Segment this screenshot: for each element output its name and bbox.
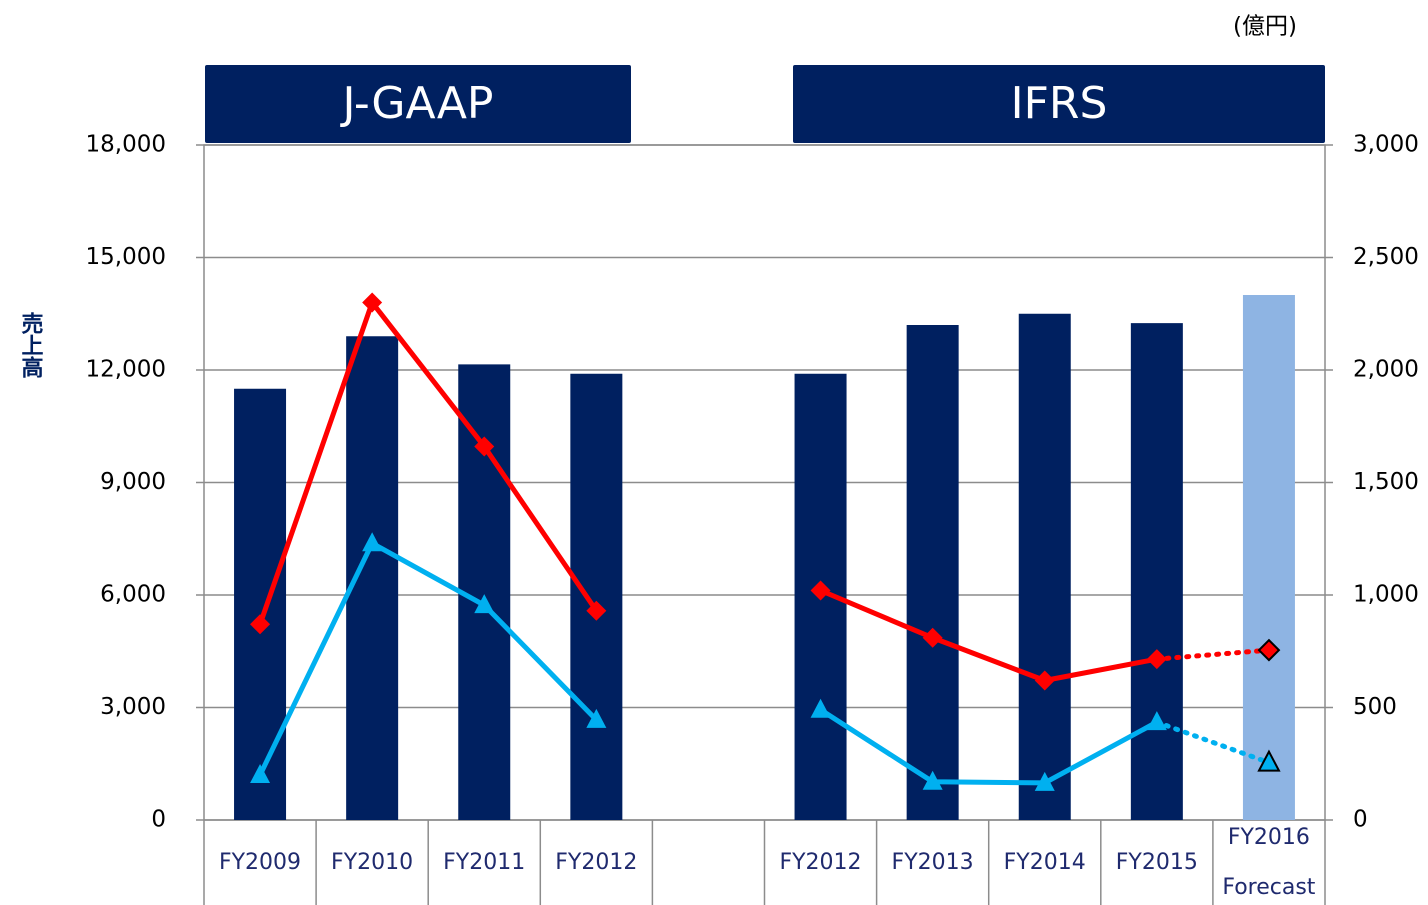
header-box [205,65,631,143]
triangle-marker [586,708,607,728]
triangle-marker [1034,771,1055,791]
y2-tick-label: 500 [1353,694,1397,720]
y-tick-label: 3,000 [100,694,166,720]
triangle-marker [1257,749,1281,772]
x-tick-label: FY2014 [1003,849,1086,875]
forecast-line [1154,719,1272,766]
y2-tick-label: 2,000 [1353,357,1419,383]
y-tick-label: 6,000 [100,582,166,608]
bar [458,364,511,820]
forecast-line [1154,647,1272,662]
x-tick-label: FY2012 [555,849,638,875]
bar [1130,323,1183,820]
triangle-marker [362,532,383,552]
line [257,539,599,777]
bar [1242,295,1295,820]
diamond-marker [1034,670,1055,691]
x-tick-label: FY2013 [891,849,974,875]
diamond-marker [586,600,607,621]
y-tick-label: 0 [151,807,166,833]
y-tick-label: 12,000 [86,357,166,383]
diamond-marker [1146,649,1167,670]
y2-tick-label: 3,000 [1353,132,1419,158]
header-box [793,65,1325,143]
diamond-marker [810,580,831,601]
triangle-marker [922,770,943,790]
y2-tick-label: 1,000 [1353,582,1419,608]
x-tick-label: FY2010 [331,849,414,875]
x-tick-label: FY2012 [779,849,862,875]
triangle-marker [810,698,831,718]
header-label: J-GAAP [340,78,494,129]
x-tick-label: FY2009 [218,849,302,875]
triangle-marker [474,594,495,614]
bar [234,388,287,820]
diamond-marker [250,614,271,635]
y2-tick-label: 2,500 [1353,244,1419,270]
header-label: IFRS [1011,78,1108,129]
x-tick-label: FY2011 [443,849,526,875]
diamond-marker [362,292,383,313]
y2-tick-label: 1,500 [1353,469,1419,495]
diamond-marker [474,436,495,457]
unit-label: (億円) [1233,14,1297,40]
y-tick-label: 18,000 [86,132,166,158]
diamond-marker [922,627,943,648]
bar [906,325,959,820]
bar [1018,313,1071,820]
line [819,707,1159,786]
line [257,297,599,626]
diamond-marker [1257,638,1281,662]
y2-tick-label: 0 [1353,807,1368,833]
y-axis-label: 売上高 [18,311,44,378]
y-tick-label: 9,000 [100,469,166,495]
triangle-marker [1146,711,1167,731]
bar [570,373,623,820]
x-tick-label: FY2015 [1115,849,1198,875]
triangle-marker [250,764,271,783]
x-tick-label: FY2016 Forecast [1222,824,1316,900]
line [819,588,1158,684]
y-tick-label: 15,000 [86,244,166,270]
